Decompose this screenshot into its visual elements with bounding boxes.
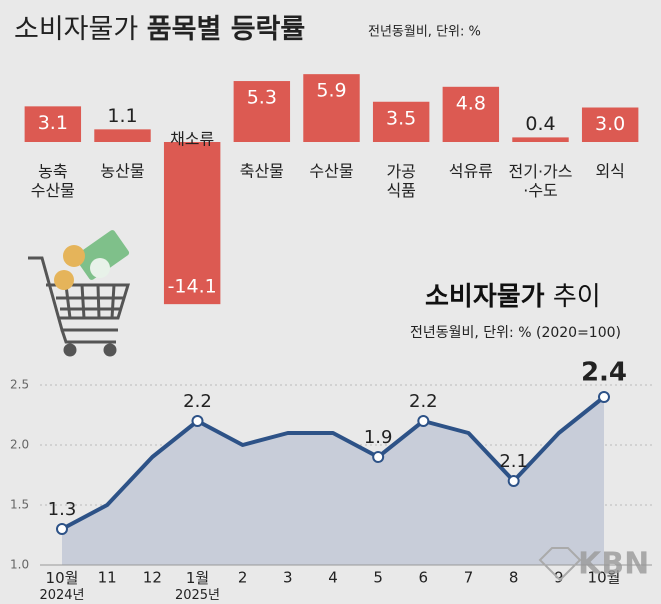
text-line: 식품	[386, 181, 415, 200]
x-tick-label: 11	[98, 569, 117, 587]
bar	[233, 81, 291, 142]
chart-title: 소비자물가 추이	[425, 282, 601, 312]
point	[56, 523, 68, 535]
x-tick-label: 7	[464, 569, 474, 587]
x-tick-label: 4	[328, 569, 338, 587]
title-emphasis: 소비자물가	[425, 282, 545, 312]
y-tick-label: 2.5	[10, 378, 29, 392]
x-tick-label: 채소류	[170, 130, 214, 149]
x-tick-label: 농축 수산물	[31, 162, 75, 200]
x-tick-label: 10월	[588, 569, 621, 587]
bar	[372, 101, 430, 142]
value-label: 5.9	[316, 80, 346, 102]
y-tick-label: 1.5	[10, 498, 29, 512]
bar	[442, 86, 500, 142]
text-line: 2025년	[175, 588, 220, 603]
point	[191, 415, 204, 427]
x-tick-label: 1월 2025년	[175, 569, 220, 603]
chart-title: 소비자물가 품목별 등락률	[14, 14, 305, 45]
point	[417, 415, 430, 427]
title-emphasis: 품목별 등락률	[147, 14, 305, 45]
text-line: 2024년	[39, 588, 84, 603]
point	[372, 451, 385, 463]
bar	[581, 107, 639, 142]
x-tick-label: 전기·가스 ·수도	[509, 162, 573, 200]
title-suffix: 추이	[553, 282, 601, 312]
x-tick-label: 8	[509, 569, 519, 587]
value-label: 2.1	[499, 451, 528, 472]
y-tick-label: 1.0	[10, 558, 29, 572]
x-tick-label: 10월 2024년	[39, 569, 84, 603]
value-label: 1.3	[48, 499, 77, 520]
chart-subtitle: 전년동월비, 단위: %	[368, 25, 481, 40]
chart-subtitle: 전년동월비, 단위: % (2020=100)	[410, 325, 621, 341]
point	[598, 391, 610, 403]
area	[62, 397, 604, 565]
x-tick-label: 12	[143, 569, 162, 587]
value-label: 0.4	[525, 113, 555, 135]
text-line: 수산물	[31, 181, 75, 200]
bar	[512, 137, 569, 142]
text-line: 10월	[46, 569, 79, 587]
y-tick-label: 2.0	[10, 438, 29, 452]
bar	[24, 106, 82, 142]
x-tick-label: 외식	[595, 162, 624, 181]
x-tick-label: 농산물	[100, 162, 144, 181]
value-label: 3.1	[38, 112, 68, 134]
bar	[94, 129, 151, 142]
money-icon	[54, 230, 130, 290]
point	[507, 475, 520, 487]
value-label: 5.3	[247, 87, 277, 109]
value-label: 2.4	[581, 358, 627, 388]
bar	[163, 142, 221, 305]
value-label: -14.1	[168, 276, 217, 298]
value-label: 3.0	[595, 113, 625, 135]
watermark: KBN	[538, 547, 649, 582]
x-tick-label: 수산물	[309, 162, 353, 181]
bar	[303, 74, 360, 142]
x-tick-label: 3	[283, 569, 293, 587]
cart-icon	[28, 256, 131, 357]
watermark-text: KBN	[578, 547, 649, 582]
x-tick-label: 가공 식품	[386, 162, 415, 200]
title-prefix: 소비자물가	[14, 14, 138, 45]
value-label: 1.1	[107, 105, 137, 127]
text-line: 전기·가스	[509, 162, 573, 181]
value-label: 2.2	[409, 391, 438, 412]
text-line: 가공	[386, 162, 415, 181]
x-tick-label: 5	[373, 569, 383, 587]
text-line: ·수도	[523, 181, 558, 200]
x-tick-label: 2	[238, 569, 248, 587]
x-tick-label: 석유류	[449, 162, 493, 181]
x-tick-label: 축산물	[240, 162, 284, 181]
value-label: 2.2	[183, 391, 212, 412]
text-line: 농축	[38, 162, 67, 181]
x-tick-label: 6	[419, 569, 429, 587]
value-label: 3.5	[386, 107, 416, 129]
text-line: 1월	[186, 569, 209, 587]
value-label: 1.9	[364, 427, 393, 448]
value-label: 4.8	[456, 92, 486, 114]
